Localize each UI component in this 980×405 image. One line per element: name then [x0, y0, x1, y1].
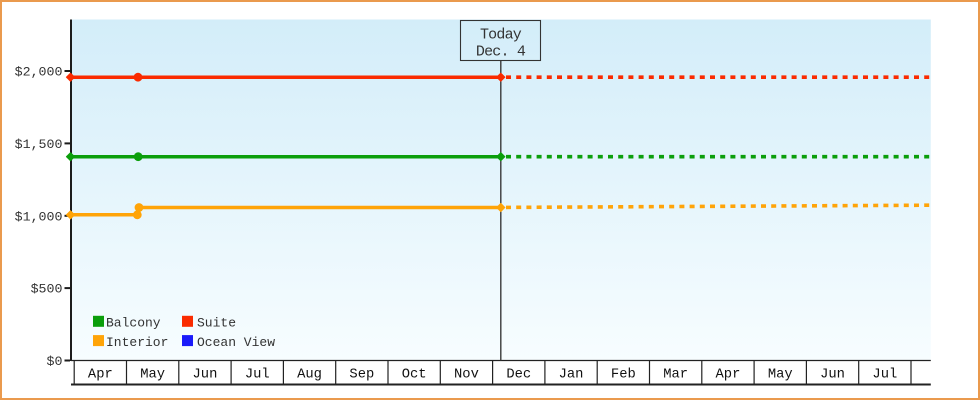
- svg-text:$1,500: $1,500: [15, 137, 63, 152]
- svg-text:Jul: Jul: [245, 367, 270, 383]
- svg-text:Nov: Nov: [454, 368, 479, 383]
- svg-text:Dec: Dec: [506, 368, 531, 383]
- svg-text:Apr: Apr: [88, 368, 113, 383]
- svg-text:Aug: Aug: [297, 368, 322, 383]
- svg-text:Jun: Jun: [820, 368, 845, 383]
- svg-text:Oct: Oct: [402, 368, 427, 383]
- svg-text:Mar: Mar: [663, 368, 688, 383]
- svg-text:Interior: Interior: [106, 335, 168, 350]
- svg-text:Jun: Jun: [193, 368, 218, 383]
- svg-text:Suite: Suite: [197, 315, 236, 330]
- svg-text:$500: $500: [31, 282, 63, 297]
- svg-text:$0: $0: [47, 354, 63, 369]
- svg-text:Dec. 4: Dec. 4: [476, 44, 526, 61]
- svg-text:Feb: Feb: [611, 367, 636, 383]
- svg-text:$1,000: $1,000: [15, 209, 63, 224]
- svg-text:Apr: Apr: [716, 368, 741, 383]
- svg-text:Today: Today: [480, 27, 522, 44]
- svg-text:Sep: Sep: [349, 368, 374, 383]
- svg-text:$2,000: $2,000: [15, 65, 63, 80]
- svg-text:Ocean View: Ocean View: [197, 335, 275, 350]
- svg-text:Jul: Jul: [872, 367, 897, 383]
- svg-text:Jan: Jan: [559, 368, 584, 383]
- svg-text:Balcony: Balcony: [106, 315, 161, 330]
- svg-text:May: May: [140, 368, 165, 383]
- svg-text:May: May: [768, 368, 793, 383]
